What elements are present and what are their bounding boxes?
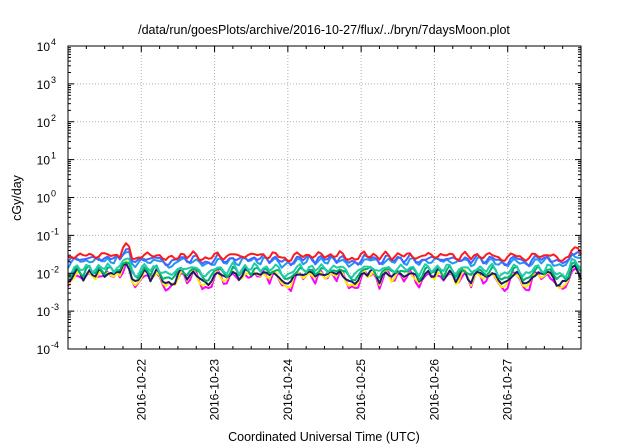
y-tick-exponent: -4 (51, 340, 59, 350)
chart-title: /data/run/goesPlots/archive/2016-10-27/f… (138, 23, 510, 37)
y-tick-label: 10 (37, 40, 51, 54)
y-tick-exponent: -2 (51, 264, 59, 274)
y-tick-label: 10 (37, 343, 51, 357)
y-axis-label: cGy/day (10, 174, 24, 221)
y-tick-label: 10 (37, 78, 51, 92)
series-line (67, 242, 582, 263)
y-tick-label: 10 (37, 229, 51, 243)
x-tick-label: 2016-10-27 (501, 359, 515, 421)
grid (68, 46, 581, 349)
y-tick-exponent: 4 (51, 37, 56, 47)
series-line (67, 257, 582, 279)
y-tick-label: 10 (37, 192, 51, 206)
y-tick-exponent: 1 (51, 151, 56, 161)
y-tick-exponent: 0 (51, 189, 56, 199)
y-tick-exponent: -1 (51, 226, 59, 236)
y-tick-label: 10 (37, 116, 51, 130)
x-tick-label: 2016-10-24 (281, 359, 295, 421)
series-line (67, 250, 582, 269)
series-group (67, 242, 582, 293)
x-tick-label: 2016-10-23 (208, 359, 222, 421)
y-tick-label: 10 (37, 267, 51, 281)
y-tick-exponent: -3 (51, 302, 59, 312)
y-tick-exponent: 3 (51, 75, 56, 85)
x-tick-label: 2016-10-22 (134, 359, 148, 421)
x-tick-label: 2016-10-26 (427, 359, 441, 421)
series-line (67, 262, 582, 287)
y-tick-exponent: 2 (51, 113, 56, 123)
y-tick-label: 10 (37, 154, 51, 168)
x-tick-label: 2016-10-25 (354, 359, 368, 421)
x-axis-label: Coordinated Universal Time (UTC) (228, 430, 420, 444)
y-tick-label: 10 (37, 305, 51, 319)
